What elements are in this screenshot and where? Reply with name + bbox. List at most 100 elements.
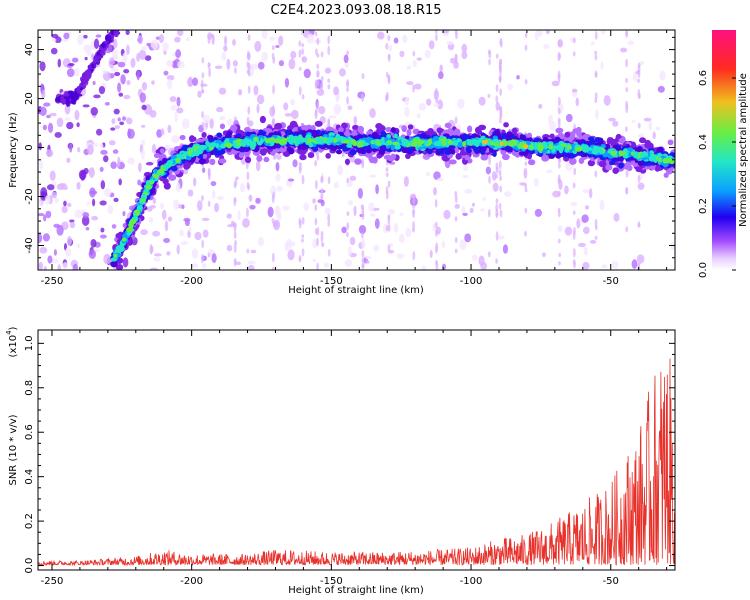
spectrogram-cell (669, 159, 675, 165)
spectrogram-cell (249, 204, 256, 210)
spectrogram-cell (454, 216, 458, 222)
spectrogram-cell (495, 173, 498, 179)
spectrogram-cell (598, 160, 607, 168)
spectrogram-cell (510, 139, 517, 145)
spectrogram-cell (477, 124, 487, 131)
spectrogram-cell (307, 152, 315, 159)
spectrogram-cell (442, 140, 447, 147)
spectrogram-cell (281, 138, 285, 144)
spectrogram-cell (401, 141, 409, 147)
spectrogram-cell (640, 152, 646, 158)
spectrogram-cell (401, 125, 407, 133)
spectrogram-cell (120, 74, 126, 85)
spectrogram-cell (551, 80, 560, 87)
spectrogram-cell (480, 208, 485, 212)
spectrogram-cell (49, 112, 57, 117)
spectrogram-cell (469, 207, 474, 214)
spectrogram-cell (207, 252, 211, 258)
spectrogram-cell (115, 264, 124, 270)
spectrogram-cell (442, 30, 449, 34)
spectrogram-cell (188, 76, 193, 87)
spectrogram-cell (618, 137, 625, 144)
spectrogram-cell (93, 94, 101, 99)
spectrogram-cell (609, 160, 615, 166)
spectrogram-cell (160, 128, 165, 136)
spectrogram-cell (113, 30, 118, 38)
spectrogram-cell (632, 71, 637, 83)
spectrogram-cell (149, 244, 153, 255)
spectrogram-cell (498, 73, 502, 82)
spectrogram-cell (216, 132, 223, 138)
spectrogram-cell (285, 129, 291, 136)
spectrogram-cell (404, 97, 409, 106)
spectrogram-cell (451, 130, 457, 136)
spectrogram-cell (247, 34, 251, 41)
spectrogram-cell (612, 167, 619, 174)
spectrogram-cell (288, 147, 295, 155)
spectrogram-cell (314, 109, 318, 120)
spectrogram-cell (103, 188, 112, 197)
spectrogram-cell (301, 48, 304, 56)
spectrogram-cell (537, 30, 543, 37)
spectrogram-cell (230, 124, 238, 132)
spectrogram-cell (141, 149, 145, 161)
spectrogram-cell (478, 255, 485, 266)
spectrogram-cell (88, 167, 95, 178)
spectrogram-cell (385, 225, 389, 232)
spectrogram-cell (253, 85, 259, 96)
spectrogram-cell (610, 150, 617, 156)
spectrogram-cell (361, 257, 365, 263)
spectrogram-cell (457, 98, 465, 109)
spectrogram-cell (141, 81, 148, 91)
spectrogram-cell (256, 155, 263, 162)
spectrogram-cell (61, 38, 69, 43)
spectrogram-cell (211, 189, 216, 200)
spectrogram-cell (112, 149, 119, 154)
spectrogram-cell (454, 195, 458, 203)
spectrogram-cell (627, 40, 635, 46)
spectrogram-cell (538, 103, 543, 109)
spectrogram-cell (352, 125, 359, 131)
spectrogram-cell (487, 93, 491, 98)
spectrogram-cell (234, 178, 238, 187)
spectrogram-cell (298, 86, 302, 96)
spectrogram-cell (385, 71, 389, 78)
spectrogram-cell (107, 204, 114, 215)
spectrogram-cell (524, 187, 528, 193)
spectrogram-cell (344, 61, 350, 69)
spectrogram-cell (473, 146, 481, 153)
spectrogram-cell (501, 153, 510, 161)
spectrogram-cell (573, 226, 576, 236)
spectrogram-cell (323, 262, 330, 268)
spectrogram-cell (237, 210, 241, 221)
spectrogram-cell (290, 98, 296, 106)
spectrogram-cell (406, 65, 412, 70)
spectrogram-cell (436, 177, 444, 182)
spectrogram-cell (272, 266, 275, 270)
spectrogram-cell (232, 39, 236, 46)
spectrogram-cell (176, 107, 184, 114)
spectrogram-cell (175, 157, 181, 164)
spectrogram-cell (564, 226, 573, 236)
spectrogram-cell (196, 200, 203, 212)
spectrogram-cell (301, 174, 305, 185)
spectrogram-cell (435, 229, 438, 238)
spectrogram-cell (192, 77, 199, 86)
spectrogram-cell (214, 202, 220, 213)
spectrogram-cell (599, 199, 605, 211)
spectrogram-cell (179, 134, 186, 141)
spectrogram-cell (110, 59, 115, 65)
spectrogram-cell (152, 143, 156, 154)
spectrogram-cell (47, 122, 54, 134)
spectrogram-cell (103, 155, 109, 163)
spectrogram-cell (633, 152, 639, 159)
spectrogram-cell (449, 148, 456, 155)
spectrogram-cell (316, 63, 320, 70)
spectrogram-cell (67, 235, 72, 246)
spectrogram-cell (301, 56, 305, 62)
spectrogram-cell (601, 264, 608, 269)
spectrogram-cell (462, 212, 468, 216)
spectrogram-cell (44, 195, 51, 205)
spectrogram-cell (113, 253, 118, 258)
spectrogram-cell (218, 158, 227, 164)
